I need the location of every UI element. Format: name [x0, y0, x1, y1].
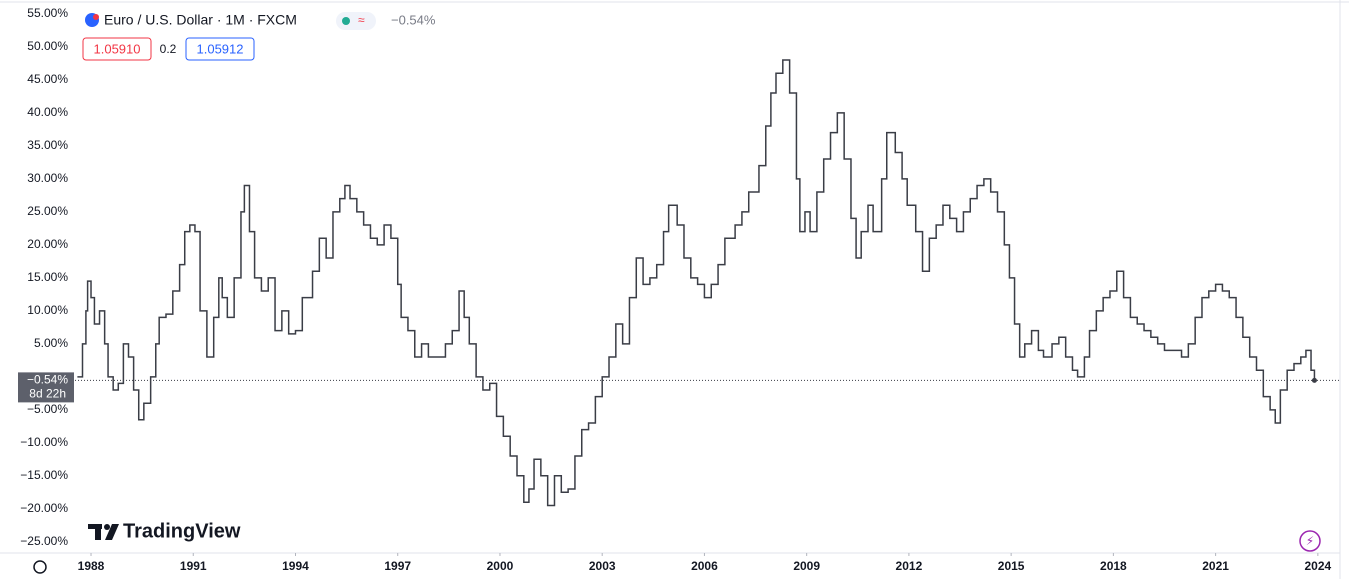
spread: 0.2: [160, 42, 177, 56]
y-tick-label: 50.00%: [27, 39, 68, 53]
x-tick-label: 1994: [282, 559, 309, 573]
brand-name: TradingView: [123, 520, 241, 542]
y-tick-label: 10.00%: [27, 303, 68, 317]
y-tick-label: 55.00%: [27, 6, 68, 20]
lightning-button[interactable]: [1299, 530, 1321, 552]
ask-price: 1.05912: [197, 41, 244, 56]
x-tick-label: 2012: [896, 559, 923, 573]
y-tick-label: 5.00%: [34, 336, 68, 350]
status-icon: ≈: [358, 13, 365, 27]
y-tick-label: −25.00%: [20, 534, 68, 548]
logo-part: [95, 524, 101, 540]
plot-area: [77, 59, 1317, 507]
x-tick-label: 2018: [1100, 559, 1127, 573]
y-tick-label: −15.00%: [20, 468, 68, 482]
y-tick-label: 15.00%: [27, 270, 68, 284]
lightning-icon: ⚡: [1306, 534, 1314, 548]
brand-logo: TradingView: [88, 520, 241, 542]
market-open-dot: [342, 17, 350, 25]
y-tick-label: 20.00%: [27, 237, 68, 251]
settings-button[interactable]: [33, 560, 47, 574]
y-tick-label: 35.00%: [27, 138, 68, 152]
x-tick-label: 2015: [998, 559, 1025, 573]
x-tick-label: 1991: [180, 559, 207, 573]
y-tick-label: −5.00%: [27, 402, 68, 416]
logo-part: [105, 524, 119, 540]
last-value-badge: [18, 372, 74, 403]
price-line: [77, 59, 1316, 507]
symbol-title: Euro / U.S. Dollar · 1M · FXCM: [104, 12, 297, 28]
logo-part: [104, 524, 110, 530]
y-tick-label: 25.00%: [27, 204, 68, 218]
y-tick-label: −20.00%: [20, 501, 68, 515]
countdown-label: 8d 22h: [29, 387, 66, 401]
bid-box[interactable]: [82, 37, 152, 61]
bid-price: 1.05910: [94, 41, 141, 56]
status-pill[interactable]: [336, 12, 376, 30]
symbol-icon-flag: [93, 14, 99, 20]
y-tick-label: −10.00%: [20, 435, 68, 449]
x-tick-label: 2006: [691, 559, 718, 573]
x-tick-label: 2000: [487, 559, 514, 573]
x-tick-label: 2024: [1304, 559, 1331, 573]
change-label: −0.54%: [391, 12, 436, 27]
x-tick-label: 2003: [589, 559, 616, 573]
ask-box[interactable]: [185, 37, 255, 61]
y-tick-label: 40.00%: [27, 105, 68, 119]
x-tick-label: 2009: [793, 559, 820, 573]
x-tick-label: 1997: [384, 559, 411, 573]
y-tick-label: 30.00%: [27, 171, 68, 185]
last-value-label: −0.54%: [27, 373, 68, 387]
x-tick-label: 2021: [1202, 559, 1229, 573]
x-tick-label: 1988: [78, 559, 105, 573]
y-tick-label: 45.00%: [27, 72, 68, 86]
